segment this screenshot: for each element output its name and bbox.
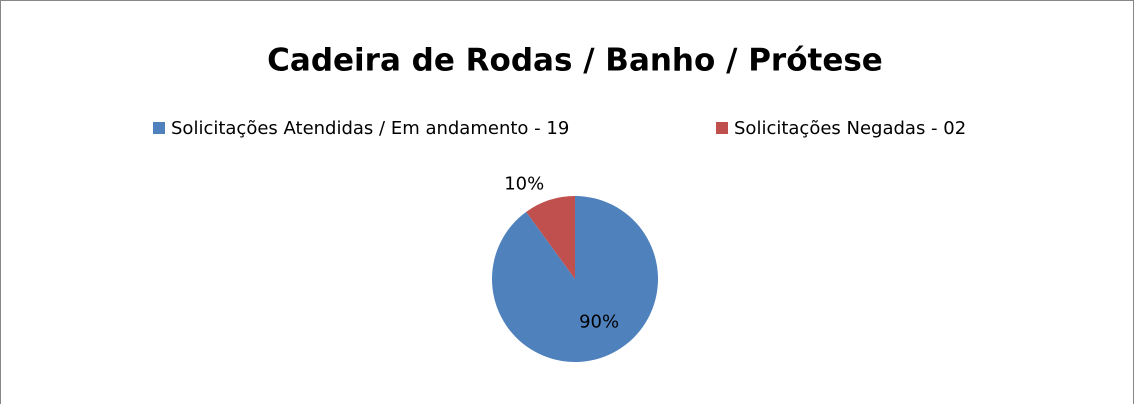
pie-slice <box>526 196 575 279</box>
legend-swatch <box>716 122 728 134</box>
chart-title: Cadeira de Rodas / Banho / Prótese <box>267 43 883 79</box>
legend-swatch <box>153 122 165 134</box>
legend-label: Solicitações Atendidas / Em andamento - … <box>171 118 569 139</box>
pie-slice <box>491 196 658 362</box>
data-label: 10% <box>504 173 544 194</box>
data-label: 90% <box>579 311 619 332</box>
legend-label: Solicitações Negadas - 02 <box>734 118 966 139</box>
